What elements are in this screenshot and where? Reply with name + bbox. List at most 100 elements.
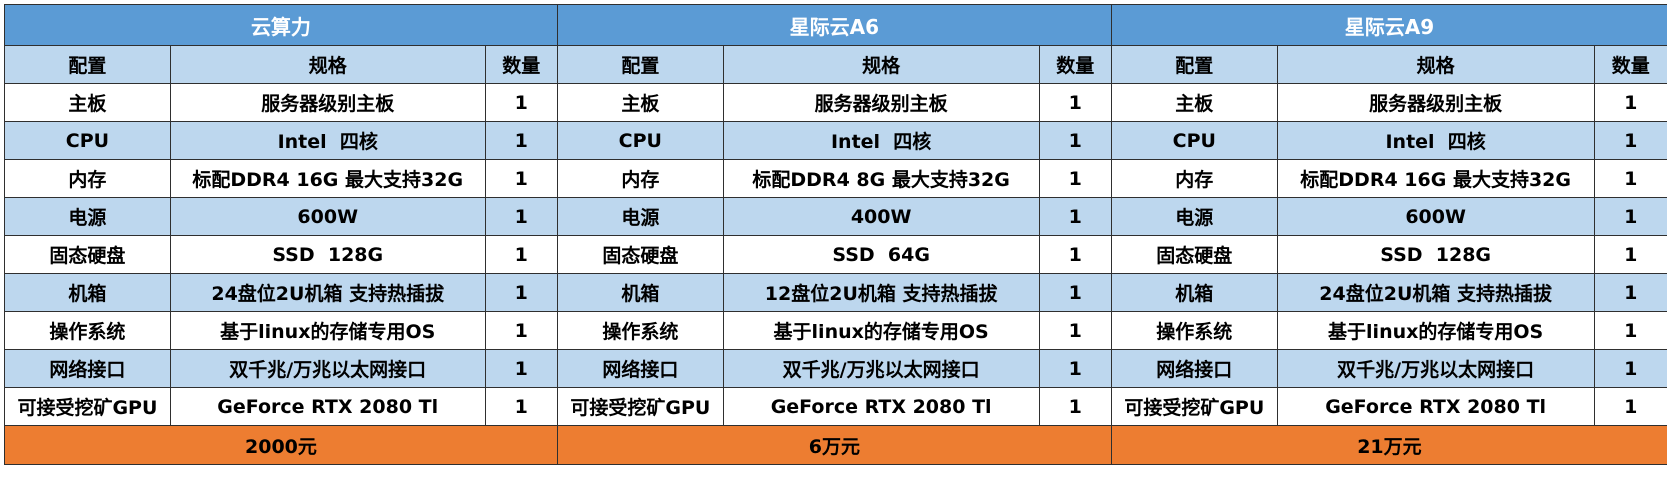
config-cell[interactable]: 主板	[556, 83, 724, 122]
product-title-cell[interactable]: 星际云A9	[1110, 4, 1669, 46]
qty-cell[interactable]: 1	[1038, 311, 1112, 350]
qty-cell[interactable]: 1	[484, 159, 558, 198]
spec-cell[interactable]: SSD 128G	[1276, 235, 1595, 274]
spec-cell[interactable]: 服务器级别主板	[722, 83, 1040, 122]
product-title-cell[interactable]: 星际云A6	[556, 4, 1112, 46]
qty-cell[interactable]: 1	[1038, 121, 1112, 160]
header-config-cell[interactable]: 配置	[556, 45, 724, 84]
qty-cell[interactable]: 1	[1593, 235, 1669, 274]
header-qty-cell[interactable]: 数量	[484, 45, 558, 84]
config-cell[interactable]: 网络接口	[4, 349, 171, 388]
spec-cell[interactable]: 标配DDR4 16G 最大支持32G	[169, 159, 486, 198]
spec-cell[interactable]: 服务器级别主板	[169, 83, 486, 122]
config-cell[interactable]: 内存	[1110, 159, 1278, 198]
spec-cell[interactable]: 服务器级别主板	[1276, 83, 1595, 122]
qty-cell[interactable]: 1	[484, 349, 558, 388]
config-cell[interactable]: 操作系统	[4, 311, 171, 350]
config-cell[interactable]: 电源	[4, 197, 171, 236]
spec-cell[interactable]: 双千兆/万兆以太网接口	[169, 349, 486, 388]
config-cell[interactable]: 固态硬盘	[556, 235, 724, 274]
price-cell[interactable]: 6万元	[556, 425, 1112, 465]
spec-cell[interactable]: 24盘位2U机箱 支持热插拔	[1276, 273, 1595, 312]
spec-cell[interactable]: GeForce RTX 2080 Tl	[169, 387, 486, 426]
qty-cell[interactable]: 1	[484, 273, 558, 312]
qty-cell[interactable]: 1	[1038, 349, 1112, 388]
spec-cell[interactable]: 600W	[169, 197, 486, 236]
config-cell[interactable]: 固态硬盘	[4, 235, 171, 274]
qty-cell[interactable]: 1	[1593, 83, 1669, 122]
config-cell[interactable]: 网络接口	[1110, 349, 1278, 388]
price-cell[interactable]: 21万元	[1110, 425, 1669, 465]
qty-cell[interactable]: 1	[484, 83, 558, 122]
config-cell[interactable]: 固态硬盘	[1110, 235, 1278, 274]
config-cell[interactable]: 内存	[4, 159, 171, 198]
qty-cell[interactable]: 1	[1593, 349, 1669, 388]
config-cell[interactable]: 机箱	[1110, 273, 1278, 312]
header-spec-cell[interactable]: 规格	[722, 45, 1040, 84]
qty-cell[interactable]: 1	[484, 197, 558, 236]
spec-cell[interactable]: 标配DDR4 8G 最大支持32G	[722, 159, 1040, 198]
qty-cell[interactable]: 1	[1593, 159, 1669, 198]
qty-cell[interactable]: 1	[484, 121, 558, 160]
spec-cell[interactable]: 基于linux的存储专用OS	[1276, 311, 1595, 350]
spec-cell[interactable]: 600W	[1276, 197, 1595, 236]
qty-cell[interactable]: 1	[1593, 121, 1669, 160]
spec-cell[interactable]: 基于linux的存储专用OS	[169, 311, 486, 350]
qty-cell[interactable]: 1	[1593, 387, 1669, 426]
spec-cell[interactable]: 400W	[722, 197, 1040, 236]
config-cell[interactable]: 机箱	[556, 273, 724, 312]
qty-cell[interactable]: 1	[1038, 273, 1112, 312]
config-cell[interactable]: 主板	[4, 83, 171, 122]
price-cell[interactable]: 2000元	[4, 425, 558, 465]
qty-cell[interactable]: 1	[484, 235, 558, 274]
qty-cell[interactable]: 1	[1038, 235, 1112, 274]
qty-cell[interactable]: 1	[1038, 197, 1112, 236]
qty-cell[interactable]: 1	[484, 311, 558, 350]
header-qty-cell[interactable]: 数量	[1593, 45, 1669, 84]
header-qty-cell[interactable]: 数量	[1038, 45, 1112, 84]
config-cell[interactable]: 可接受挖矿GPU	[4, 387, 171, 426]
config-cell[interactable]: CPU	[1110, 121, 1278, 160]
config-cell[interactable]: CPU	[556, 121, 724, 160]
spec-cell[interactable]: Intel 四核	[1276, 121, 1595, 160]
product-title-cell[interactable]: 云算力	[4, 4, 558, 46]
spec-cell[interactable]: Intel 四核	[722, 121, 1040, 160]
config-cell[interactable]: 操作系统	[1110, 311, 1278, 350]
qty-cell[interactable]: 1	[484, 387, 558, 426]
config-cell[interactable]: 操作系统	[556, 311, 724, 350]
table-row: 机箱 24盘位2U机箱 支持热插拔 1 机箱 12盘位2U机箱 支持热插拔 1 …	[4, 273, 1669, 312]
spec-cell[interactable]: 24盘位2U机箱 支持热插拔	[169, 273, 486, 312]
header-config-cell[interactable]: 配置	[4, 45, 171, 84]
spec-cell[interactable]: SSD 64G	[722, 235, 1040, 274]
qty-cell[interactable]: 1	[1038, 387, 1112, 426]
table-row: 主板 服务器级别主板 1 主板 服务器级别主板 1 主板 服务器级别主板 1	[4, 83, 1669, 122]
header-spec-cell[interactable]: 规格	[1276, 45, 1595, 84]
spec-cell[interactable]: 基于linux的存储专用OS	[722, 311, 1040, 350]
qty-cell[interactable]: 1	[1593, 197, 1669, 236]
header-spec-cell[interactable]: 规格	[169, 45, 486, 84]
spec-cell[interactable]: 双千兆/万兆以太网接口	[1276, 349, 1595, 388]
qty-cell[interactable]: 1	[1038, 159, 1112, 198]
config-cell[interactable]: 电源	[556, 197, 724, 236]
spec-cell[interactable]: 双千兆/万兆以太网接口	[722, 349, 1040, 388]
spec-cell[interactable]: 标配DDR4 16G 最大支持32G	[1276, 159, 1595, 198]
config-cell[interactable]: 机箱	[4, 273, 171, 312]
spec-cell[interactable]: GeForce RTX 2080 Tl	[722, 387, 1040, 426]
config-cell[interactable]: 可接受挖矿GPU	[1110, 387, 1278, 426]
config-cell[interactable]: 内存	[556, 159, 724, 198]
qty-cell[interactable]: 1	[1593, 273, 1669, 312]
qty-cell[interactable]: 1	[1593, 311, 1669, 350]
config-cell[interactable]: 网络接口	[556, 349, 724, 388]
config-cell[interactable]: CPU	[4, 121, 171, 160]
config-cell[interactable]: 可接受挖矿GPU	[556, 387, 724, 426]
header-config-cell[interactable]: 配置	[1110, 45, 1278, 84]
config-cell[interactable]: 电源	[1110, 197, 1278, 236]
spec-cell[interactable]: GeForce RTX 2080 Tl	[1276, 387, 1595, 426]
qty-cell[interactable]: 1	[1038, 83, 1112, 122]
config-cell[interactable]: 主板	[1110, 83, 1278, 122]
spec-cell[interactable]: 12盘位2U机箱 支持热插拔	[722, 273, 1040, 312]
spec-cell[interactable]: SSD 128G	[169, 235, 486, 274]
spec-cell[interactable]: Intel 四核	[169, 121, 486, 160]
column-header-row: 配置 规格 数量 配置 规格 数量 配置 规格 数量	[4, 45, 1669, 84]
